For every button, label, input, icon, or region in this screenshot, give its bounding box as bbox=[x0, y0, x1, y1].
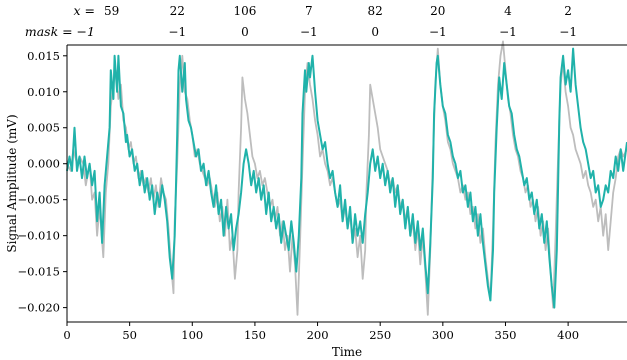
annotation-mask-value: −1 bbox=[300, 25, 318, 39]
annotation-mask-value: −1 bbox=[429, 25, 447, 39]
y-axis-title: Signal Amplitude (mV) bbox=[5, 114, 19, 252]
x-tick-label: 0 bbox=[63, 328, 70, 342]
ticks-layer: 0 50 100 150 200 250 300 350 400 0.015 0.010 0.005 0… bbox=[17, 49, 579, 342]
series-line-2 bbox=[66, 47, 627, 309]
annotation-mask-value: 0 bbox=[371, 25, 379, 39]
y-tick-label: −0.015 bbox=[17, 265, 60, 279]
x-tick-label: 400 bbox=[557, 328, 579, 342]
annotation-x-value: 4 bbox=[504, 4, 512, 18]
annotation-mask-value: 0 bbox=[241, 25, 249, 39]
annotation-x-value: 2 bbox=[564, 4, 572, 18]
annotation-layer: 59 22 −1 106 0 7 −1 82 0 20 −1 4 −1 2 −1 bbox=[104, 4, 577, 39]
x-tick-label: 300 bbox=[432, 328, 454, 342]
annotation-x-value: 59 bbox=[104, 4, 119, 18]
y-tick-label: 0.005 bbox=[27, 121, 60, 135]
annotation-x-value: 22 bbox=[170, 4, 185, 18]
annotation-x-label: x = bbox=[74, 3, 96, 18]
y-tick-label: −0.020 bbox=[17, 301, 60, 315]
x-tick-label: 350 bbox=[495, 328, 517, 342]
annotation-mask-value: −1 bbox=[499, 25, 517, 39]
y-tick-label: −0.005 bbox=[17, 193, 60, 207]
x-tick-label: 150 bbox=[244, 328, 266, 342]
y-tick-label: 0.010 bbox=[27, 85, 60, 99]
x-tick-label: 50 bbox=[122, 328, 137, 342]
annotation-x-value: 82 bbox=[368, 4, 383, 18]
x-tick-label: 100 bbox=[181, 328, 203, 342]
annotation-x-value: 20 bbox=[430, 4, 445, 18]
x-tick-label: 200 bbox=[307, 328, 329, 342]
y-tick-label: −0.010 bbox=[17, 229, 60, 243]
annotation-mask-value: −1 bbox=[168, 25, 186, 39]
annotation-x-value: 106 bbox=[233, 4, 256, 18]
axes-layer bbox=[66, 44, 627, 323]
annotation-mask-value: −1 bbox=[559, 25, 577, 39]
y-tick-label: 0.000 bbox=[27, 157, 60, 171]
series-layer bbox=[66, 40, 627, 316]
x-axis-title: Time bbox=[332, 345, 362, 359]
y-tick-label: 0.015 bbox=[27, 49, 60, 63]
annotation-mask-label: mask = −1 bbox=[25, 24, 95, 39]
annotation-x-value: 7 bbox=[305, 4, 313, 18]
x-tick-label: 250 bbox=[369, 328, 391, 342]
series-line-1 bbox=[66, 40, 627, 316]
